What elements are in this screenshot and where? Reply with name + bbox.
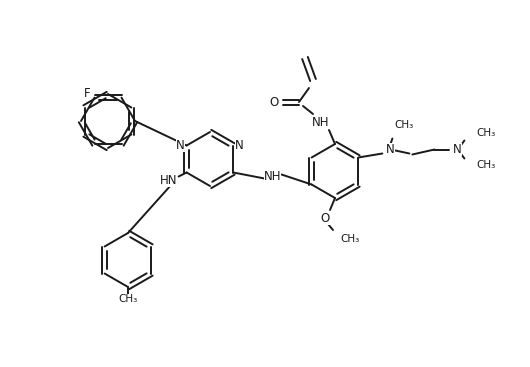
- Text: CH₃: CH₃: [394, 120, 413, 130]
- Text: N: N: [235, 139, 244, 152]
- Text: HN: HN: [160, 174, 178, 187]
- Text: F: F: [84, 87, 91, 100]
- Text: CH₃: CH₃: [118, 294, 138, 304]
- Text: O: O: [320, 211, 330, 225]
- Text: N: N: [453, 143, 462, 156]
- Text: CH₃: CH₃: [340, 234, 359, 244]
- Text: N: N: [386, 143, 395, 156]
- Text: O: O: [269, 95, 279, 109]
- Text: CH₃: CH₃: [476, 128, 496, 138]
- Text: CH₃: CH₃: [476, 160, 496, 171]
- Text: NH: NH: [264, 170, 281, 183]
- Text: NH: NH: [312, 116, 330, 128]
- Text: N: N: [176, 139, 185, 152]
